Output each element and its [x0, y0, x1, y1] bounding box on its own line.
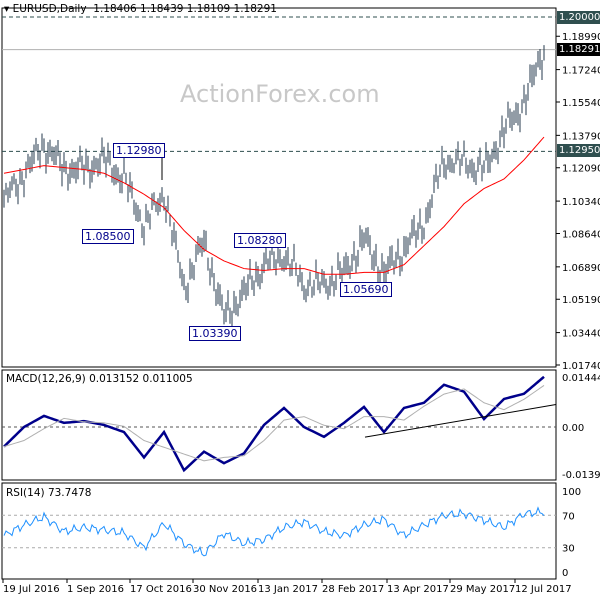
- annotation-low-3: 1.05690: [340, 282, 392, 297]
- x-tick-label: 17 Oct 2016: [130, 584, 192, 595]
- rsi-panel: [1, 482, 557, 580]
- macd-tick-max: 0.01444: [562, 373, 600, 384]
- y-tick-label-1.17240: 1.17240: [562, 66, 600, 77]
- y-tick-label-1.15540: 1.15540: [562, 98, 600, 109]
- rsi-line: [3, 506, 545, 557]
- watermark: ActionForex.com: [180, 80, 380, 108]
- macd-tick-zero: 0.00: [562, 423, 584, 434]
- x-tick-label: 29 May 2017: [450, 584, 515, 595]
- annotation-low-2: 1.03390: [189, 326, 241, 341]
- level-tag-1.12950: 1.12950: [557, 144, 600, 157]
- price-panel: [1, 7, 557, 368]
- x-tick-label: 28 Feb 2017: [322, 584, 384, 595]
- annotation-high-2: 1.08280: [234, 233, 286, 248]
- x-tick-label: 19 Jul 2016: [3, 584, 60, 595]
- rsi-title: RSI(14) 73.7478: [6, 487, 92, 499]
- y-tick-label-1.12090: 1.12090: [562, 164, 600, 175]
- x-tick-label: 30 Nov 2016: [193, 584, 257, 595]
- x-tick-label: 1 Sep 2016: [67, 584, 124, 595]
- ohlc-values: 1.18406 1.18439 1.18109 1.18291: [93, 3, 277, 15]
- y-tick-label-1.18990: 1.18990: [562, 32, 600, 43]
- level-tag-1.20000: 1.20000: [557, 11, 600, 24]
- macd-trendline: [364, 404, 557, 438]
- moving-average-line: [3, 136, 545, 275]
- x-tick-label: 12 Jul 2017: [515, 584, 572, 595]
- rsi-tick-100: 100: [562, 487, 581, 498]
- y-tick-label-1.05190: 1.05190: [562, 295, 600, 306]
- symbol-label: EURUSD,Daily: [12, 3, 87, 15]
- y-tick-label-1.08640: 1.08640: [562, 229, 600, 240]
- chart-header: ▾ EURUSD,Daily 1.18406 1.18439 1.18109 1…: [4, 3, 277, 15]
- y-tick-label-1.10340: 1.10340: [562, 197, 600, 208]
- x-tick-label: 13 Jan 2017: [258, 584, 318, 595]
- annotation-high: 1.12980: [113, 143, 165, 158]
- annotation-low-1: 1.08500: [82, 229, 134, 244]
- y-tick-label-1.06890: 1.06890: [562, 263, 600, 274]
- rsi-tick-0: 0: [562, 568, 568, 579]
- y-tick-label-1.13790: 1.13790: [562, 131, 600, 142]
- x-tick-label: 13 Apr 2017: [387, 584, 449, 595]
- macd-signal-line: [3, 385, 545, 462]
- current-price-tag: 1.18291: [557, 43, 600, 56]
- macd-panel: [1, 369, 557, 481]
- macd-title: MACD(12,26,9) 0.013152 0.011005: [6, 373, 193, 385]
- y-tick-label-1.01740: 1.01740: [562, 361, 600, 372]
- rsi-tick-70: 70: [562, 511, 575, 522]
- macd-tick-min: -0.013905: [562, 470, 600, 481]
- y-tick-label-1.03440: 1.03440: [562, 329, 600, 340]
- macd-main-line: [3, 375, 545, 473]
- rsi-tick-30: 30: [562, 544, 575, 555]
